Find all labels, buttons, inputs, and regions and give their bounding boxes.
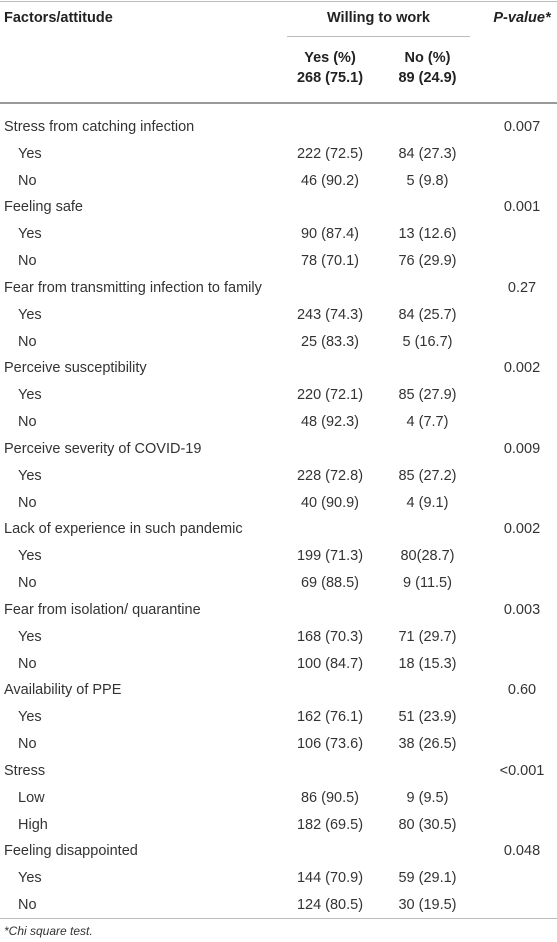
no-cell: 5 (16.7) [402, 333, 453, 350]
level-label: No [18, 414, 37, 431]
level-label: No [18, 897, 37, 914]
yes-cell: 168 (70.3) [296, 628, 364, 645]
p-value: 0.002 [503, 360, 541, 377]
level-label: Yes [18, 145, 42, 162]
yes-cell: 144 (70.9) [296, 870, 364, 887]
no-cell: 4 (9.1) [406, 494, 449, 511]
p-value: 0.27 [507, 279, 537, 296]
factor-label: Lack of experience in such pandemic [4, 521, 243, 538]
p-value: <0.001 [499, 762, 545, 779]
yes-cell: 78 (70.1) [300, 253, 360, 270]
p-value: 0.60 [507, 682, 537, 699]
bottom-rule [0, 918, 557, 919]
level-label: No [18, 172, 37, 189]
factor-label: Availability of PPE [4, 682, 122, 699]
p-value: 0.048 [503, 843, 541, 860]
level-label: Yes [18, 226, 42, 243]
level-label: Yes [18, 628, 42, 645]
level-label: No [18, 736, 37, 753]
footnote: *Chi square test. [4, 924, 93, 938]
factor-label: Stress from catching infection [4, 119, 195, 135]
no-cell: 84 (27.3) [398, 145, 457, 162]
level-label: Yes [18, 306, 42, 323]
no-cell: 85 (27.2) [398, 467, 457, 484]
level-label: Low [18, 789, 45, 806]
no-cell: 18 (15.3) [398, 655, 457, 672]
yes-cell: 199 (71.3) [296, 548, 364, 565]
level-label: No [18, 253, 37, 270]
header-yes-total: 268 (75.1) [296, 70, 364, 86]
header-factor: Factors/attitude [4, 10, 113, 26]
no-cell: 59 (29.1) [398, 870, 457, 887]
yes-cell: 46 (90.2) [300, 172, 360, 189]
factor-label: Fear from transmitting infection to fami… [4, 279, 262, 296]
yes-cell: 182 (69.5) [296, 816, 364, 833]
level-label: No [18, 333, 37, 350]
factor-label: Perceive susceptibility [4, 360, 147, 377]
no-cell: 9 (9.5) [406, 789, 449, 806]
no-cell: 51 (23.9) [398, 709, 457, 726]
header-rule [0, 102, 557, 104]
no-cell: 80 (30.5) [398, 816, 457, 833]
level-label: Yes [18, 467, 42, 484]
yes-cell: 90 (87.4) [300, 226, 360, 243]
no-cell: 4 (7.7) [406, 414, 449, 431]
level-label: High [18, 816, 48, 833]
no-cell: 84 (25.7) [398, 306, 457, 323]
yes-cell: 220 (72.1) [296, 387, 364, 404]
level-label: Yes [18, 709, 42, 726]
p-value: 0.003 [503, 601, 541, 618]
factor-label: Fear from isolation/ quarantine [4, 601, 201, 618]
level-label: No [18, 575, 37, 592]
no-cell: 38 (26.5) [398, 736, 457, 753]
yes-cell: 222 (72.5) [296, 145, 364, 162]
yes-cell: 25 (83.3) [300, 333, 360, 350]
factor-label: Stress [4, 762, 46, 779]
level-label: No [18, 655, 37, 672]
no-cell: 76 (29.9) [398, 253, 457, 270]
level-label: Yes [18, 548, 42, 565]
level-label: No [18, 494, 37, 511]
yes-cell: 100 (84.7) [296, 655, 364, 672]
factor-label: Feeling safe [4, 199, 83, 216]
group-rule [287, 36, 470, 37]
top-rule [0, 1, 557, 2]
factor-label: Perceive severity of COVID-19 [4, 440, 202, 457]
yes-cell: 162 (76.1) [296, 709, 364, 726]
yes-cell: 69 (88.5) [300, 575, 360, 592]
p-value: 0.009 [503, 440, 541, 457]
level-label: Yes [18, 387, 42, 404]
yes-cell: 86 (90.5) [300, 789, 360, 806]
yes-cell: 40 (90.9) [300, 494, 360, 511]
p-value: 0.001 [503, 199, 541, 216]
no-cell: 9 (11.5) [403, 575, 452, 592]
yes-cell: 124 (80.5) [296, 897, 364, 914]
level-label: Yes [18, 870, 42, 887]
header-no-total: 89 (24.9) [398, 70, 457, 86]
yes-cell: 48 (92.3) [300, 414, 360, 431]
yes-cell: 106 (73.6) [296, 736, 364, 753]
header-yes-label: Yes (%) [304, 50, 356, 66]
header-p-value: P-value* [493, 10, 551, 26]
no-cell: 13 (12.6) [398, 226, 457, 243]
p-value: 0.002 [503, 521, 541, 538]
factor-label: Feeling disappointed [4, 843, 138, 860]
no-cell: 5 (9.8) [406, 172, 449, 189]
no-cell: 30 (19.5) [398, 897, 457, 914]
yes-cell: 228 (72.8) [296, 467, 364, 484]
no-cell: 80(28.7) [400, 548, 455, 565]
yes-cell: 243 (74.3) [296, 306, 364, 323]
header-no-label: No (%) [404, 50, 451, 66]
header-group: Willing to work [327, 10, 430, 26]
no-cell: 85 (27.9) [398, 387, 457, 404]
no-cell: 71 (29.7) [398, 628, 457, 645]
p-value: 0.007 [503, 119, 541, 135]
